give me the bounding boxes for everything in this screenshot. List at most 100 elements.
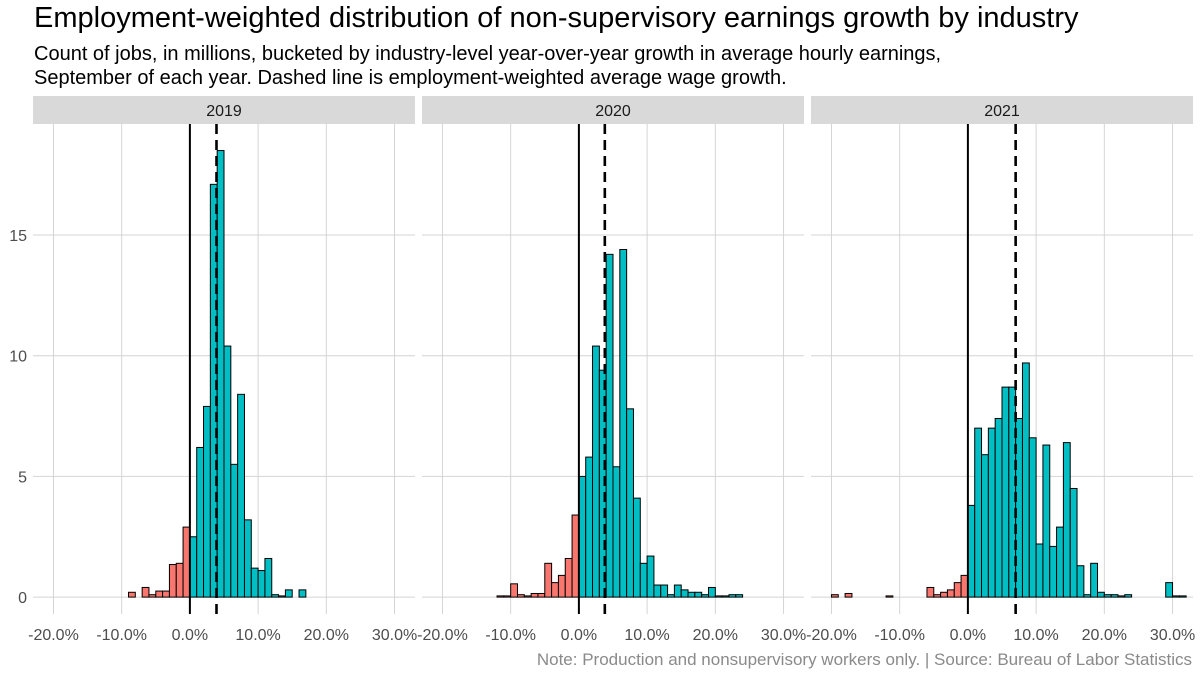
histogram-bar <box>1035 543 1044 598</box>
histogram-bar <box>141 586 150 598</box>
y-tick-label: 5 <box>18 469 27 486</box>
histogram-bar <box>503 595 512 598</box>
histogram-bar <box>537 592 546 598</box>
x-tick-label: 20.0% <box>304 627 349 644</box>
histogram-bar <box>298 589 307 598</box>
histogram-bar <box>1021 362 1030 598</box>
histogram-bar <box>626 408 634 598</box>
histogram-bar <box>728 594 737 598</box>
histogram-bar <box>1097 591 1105 598</box>
histogram-bar <box>203 405 211 598</box>
histogram-bar <box>987 427 996 598</box>
histogram-bar <box>612 466 621 598</box>
histogram-bar <box>694 591 703 598</box>
histogram-bar <box>223 345 232 598</box>
histogram-bar <box>284 589 293 598</box>
histogram-bar <box>714 595 723 598</box>
histogram-bar <box>667 594 675 598</box>
histogram-bar <box>1062 442 1071 598</box>
chart-subtitle: Count of jobs, in millions, bucketed by … <box>34 42 1194 90</box>
histogram-bar <box>1178 595 1187 598</box>
histogram-bar <box>1124 594 1133 598</box>
histogram-bar <box>271 594 280 598</box>
histogram-bar <box>1103 594 1112 598</box>
histogram-bar <box>1090 562 1099 598</box>
histogram-bar <box>680 589 689 598</box>
histogram-bar <box>1042 444 1051 598</box>
facet-label: 2019 <box>206 103 242 120</box>
histogram-bar <box>1165 582 1174 598</box>
histogram-bar <box>257 570 266 598</box>
x-tick-label: 0.0% <box>561 627 597 644</box>
histogram-bar <box>926 586 935 598</box>
histogram-bar <box>933 594 942 598</box>
x-tick-label: -20.0% <box>806 627 857 644</box>
x-tick-label: -10.0% <box>485 627 536 644</box>
histogram-bar <box>1049 545 1058 598</box>
chart-title: Employment-weighted distribution of non-… <box>34 2 1079 34</box>
subtitle-line-2: September of each year. Dashed line is e… <box>34 67 787 89</box>
histogram-bar <box>639 562 648 598</box>
y-tick-label: 0 <box>18 590 27 607</box>
facet-strip <box>422 96 804 124</box>
histogram-bar <box>189 536 198 598</box>
histogram-bar <box>496 595 505 598</box>
source-note: Note: Production and nonsupervisory work… <box>536 650 1192 669</box>
histogram-bar <box>237 393 245 598</box>
histogram-bar <box>592 345 600 598</box>
histogram-bar <box>701 594 710 598</box>
x-tick-label: 20.0% <box>693 627 738 644</box>
histogram-bar <box>940 591 948 598</box>
histogram-bar <box>1028 437 1037 598</box>
histogram-bar <box>687 591 696 598</box>
histogram-bar <box>264 557 273 598</box>
histogram-bar <box>148 594 157 598</box>
histogram-bar <box>619 249 628 598</box>
histogram-bar <box>530 592 539 598</box>
histogram-bar <box>196 446 205 598</box>
histogram-bar <box>1069 487 1078 598</box>
histogram-bar <box>557 574 566 598</box>
histogram-bar <box>578 475 587 598</box>
histogram-bar <box>646 555 655 598</box>
histogram-bar <box>844 592 853 598</box>
x-tick-label: 20.0% <box>1082 627 1127 644</box>
x-tick-label: -20.0% <box>417 627 468 644</box>
x-tick-label: 30.0% <box>372 627 417 644</box>
facet-strip <box>811 96 1193 124</box>
histogram-bar <box>605 253 614 598</box>
x-tick-label: 0.0% <box>950 627 986 644</box>
x-tick-label: 10.0% <box>235 627 280 644</box>
x-tick-label: -20.0% <box>28 627 79 644</box>
facet-label: 2020 <box>595 103 631 120</box>
histogram-bar <box>168 564 177 598</box>
histogram-bar <box>946 589 955 598</box>
x-tick-label: 10.0% <box>624 627 669 644</box>
histogram-bar <box>1172 595 1180 598</box>
facet-strip <box>33 96 415 124</box>
y-tick-label: 10 <box>9 349 27 366</box>
histogram-bar <box>250 567 259 598</box>
histogram-bar <box>1083 594 1092 598</box>
histogram-bar <box>653 584 662 598</box>
facet-label: 2021 <box>984 103 1020 120</box>
x-tick-label: 30.0% <box>761 627 806 644</box>
histogram-bar <box>162 590 170 598</box>
histogram-bar <box>544 562 553 598</box>
x-tick-label: 10.0% <box>1013 627 1058 644</box>
histogram-bar <box>967 504 976 598</box>
histogram-bar <box>585 456 594 598</box>
histogram-bar <box>128 591 136 598</box>
histogram-bar <box>994 417 1003 598</box>
subtitle-line-1: Count of jobs, in millions, bucketed by … <box>34 43 942 65</box>
histogram-bar <box>564 557 573 598</box>
histogram-bar <box>209 183 218 598</box>
histogram-bar <box>551 582 559 598</box>
histogram-bar <box>517 594 525 598</box>
x-tick-label: 30.0% <box>1150 627 1195 644</box>
histogram-bar <box>708 586 716 598</box>
histogram-bar <box>510 583 518 598</box>
histogram-bar <box>243 519 252 598</box>
histogram-bar <box>523 595 532 598</box>
